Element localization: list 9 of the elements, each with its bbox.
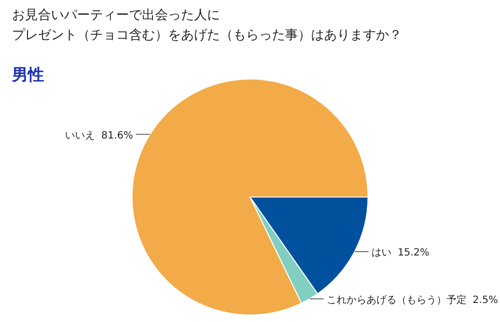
- pie-slice: [132, 78, 368, 316]
- data-label: 2.5%: [472, 294, 498, 306]
- chart-title: お見合いパーティーで出会った人にプレゼント（チョコ含む）をあげた（もらった事）はありますか？: [12, 7, 403, 45]
- slice-label: これからあげる（もらう）予定: [326, 294, 467, 306]
- slice-label: いいえ: [65, 130, 96, 142]
- data-label: 15.2%: [398, 248, 430, 259]
- data-label: 81.6%: [101, 130, 134, 142]
- slice-label: はい: [372, 248, 392, 259]
- chart-subtitle: 男性: [11, 65, 44, 84]
